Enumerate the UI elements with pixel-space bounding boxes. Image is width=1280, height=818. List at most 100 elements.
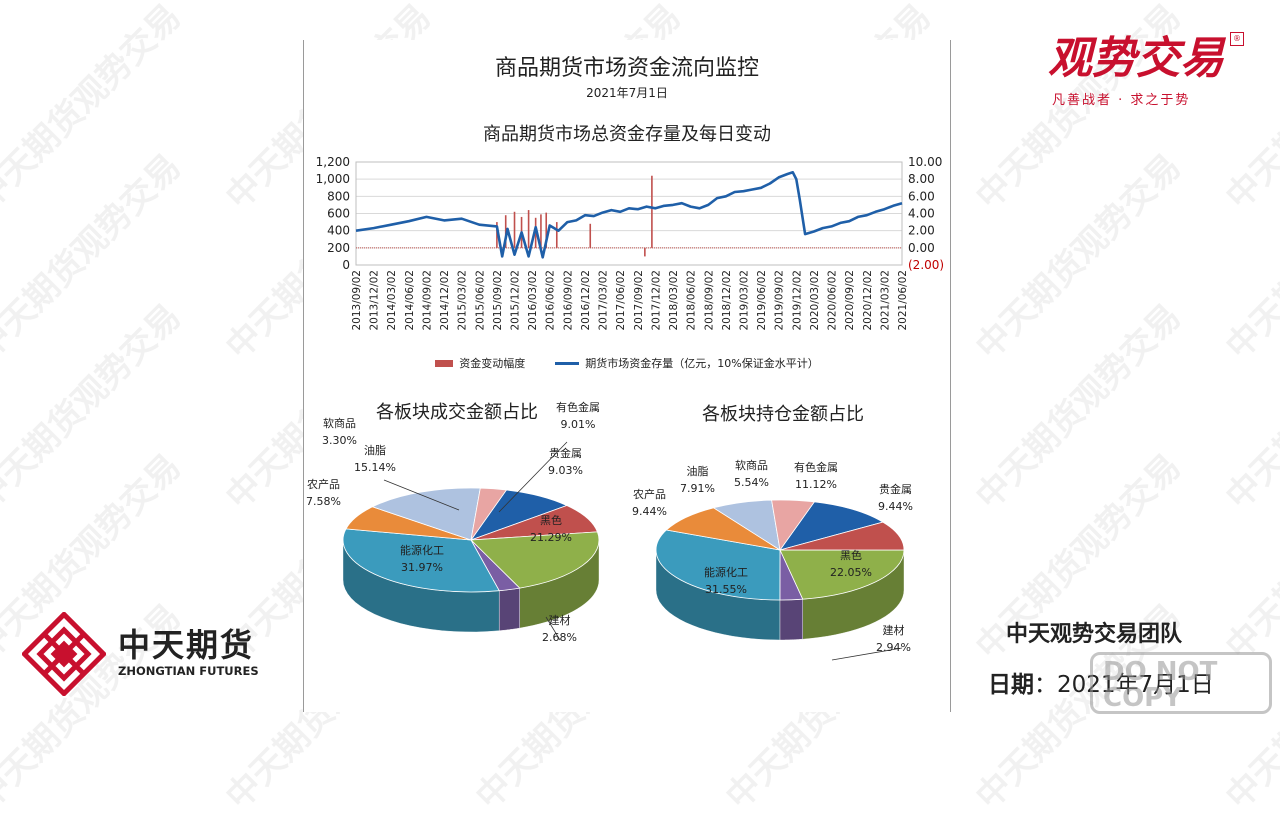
pie1-label-6: 油脂 15.14%: [354, 444, 396, 474]
x-tick-label: 2016/12/02: [580, 270, 592, 331]
x-tick-label: 2019/03/02: [738, 270, 750, 331]
pie2-label-2: 黑色 22.05%: [830, 549, 872, 579]
pie1-slice-黑色: [470, 531, 600, 589]
pie2-label-5: 农产品 9.44%: [632, 488, 667, 518]
y-right-tick-label: 6.00: [908, 189, 935, 203]
y-left-tick-label: 600: [327, 207, 350, 221]
team-name: 中天观势交易团队: [1006, 622, 1183, 647]
x-tick-label: 2016/06/02: [545, 270, 557, 331]
pie1-slice-能源化工: [342, 528, 500, 593]
x-tick-label: 2021/03/02: [879, 270, 891, 331]
date-colon: ：: [1034, 672, 1057, 698]
guanshi-logo: 观势交易 ® 凡善战者 · 求之于势: [1040, 22, 1250, 112]
pie1-label-0: 有色金属 9.01%: [556, 401, 600, 431]
x-tick-label: 2020/12/02: [862, 270, 874, 331]
y-left-tick-label: 0: [342, 258, 350, 272]
pie1-label-1: 贵金属 9.03%: [548, 447, 583, 477]
y-right-tick-label: (2.00): [908, 258, 944, 272]
x-tick-label: 2018/09/02: [703, 270, 715, 331]
x-tick-label: 2017/12/02: [650, 270, 662, 331]
fund-stock-line: [355, 171, 903, 259]
pie2-label-0: 有色金属 11.12%: [794, 461, 838, 491]
x-tick-label: 2015/12/02: [510, 270, 522, 331]
date-line: 日期：2021年7月1日: [988, 665, 1214, 699]
watermark-text: 中天期货观势交易: [968, 296, 1189, 518]
y-right-tick-label: 8.00: [908, 172, 935, 186]
pie1-label-2: 黑色 21.29%: [530, 514, 572, 544]
x-tick-label: 2021/06/02: [897, 270, 909, 331]
legend-label-bar: 资金变动幅度: [459, 357, 526, 370]
x-tick-label: 2019/12/02: [791, 270, 803, 331]
watermark-text: 中天期货观势交易: [0, 296, 189, 518]
zhongtian-logo-cn: 中天期货: [118, 626, 255, 664]
pie1-label-4: 能源化工 31.97%: [400, 544, 444, 574]
watermark-text: 中天期货观势交易: [1218, 296, 1280, 518]
x-tick-label: 2017/03/02: [598, 270, 610, 331]
x-tick-label: 2014/12/02: [439, 270, 451, 331]
change-bar: [545, 212, 548, 248]
plot-frame: [355, 161, 903, 266]
change-bar: [527, 210, 530, 248]
line-chart-legend: 资金变动幅度 期货市场资金存量（亿元，10%保证金水平计）: [304, 355, 950, 371]
guanshi-logo-slogan: 凡善战者 · 求之于势: [1052, 93, 1191, 108]
zhongtian-logo: 中天期货 ZHONGTIAN FUTURES: [20, 610, 277, 700]
x-tick-label: 2020/09/02: [844, 270, 856, 331]
y-right-tick-label: 10.00: [908, 155, 942, 169]
pie2-label-4: 能源化工 31.55%: [704, 566, 748, 596]
x-tick-label: 2020/06/02: [827, 270, 839, 331]
x-tick-label: 2019/06/02: [756, 270, 768, 331]
y-left-tick-label: 800: [327, 189, 350, 203]
legend-label-line: 期货市场资金存量（亿元，10%保证金水平计）: [585, 357, 819, 370]
pie2-slice-黑色: [779, 549, 905, 600]
legend-swatch-line: [555, 361, 580, 365]
y-right-tick-label: 0.00: [908, 241, 935, 255]
change-bar: [589, 223, 592, 248]
x-tick-label: 2015/06/02: [474, 270, 486, 331]
pie1-title: 各板块成交金额占比: [376, 402, 538, 423]
date-value: 2021年7月1日: [1057, 672, 1214, 698]
x-tick-label: 2019/09/02: [774, 270, 786, 331]
do-not-copy-stamp: DO NOT COPY: [1090, 652, 1272, 714]
y-left-tick-label: 400: [327, 224, 350, 238]
watermark-text: 中天期货观势交易: [0, 146, 189, 368]
x-tick-label: 2017/09/02: [633, 270, 645, 331]
change-bar: [540, 214, 542, 248]
pie2-slice-软商品: [771, 499, 816, 552]
x-tick-label: 2016/03/02: [527, 270, 539, 331]
report-panel: 商品期货市场资金流向监控 2021年7月1日 商品期货市场总资金存量及每日变动 …: [303, 40, 951, 712]
pie2-label-6: 油脂 7.91%: [680, 465, 715, 495]
date-label: 日期: [988, 672, 1034, 698]
change-bar: [555, 222, 558, 248]
watermark-text: 中天期货观势交易: [0, 0, 189, 218]
report-title: 商品期货市场资金流向监控: [494, 56, 759, 81]
x-tick-label: 2020/03/02: [809, 270, 821, 331]
pie2-title: 各板块持仓金额占比: [702, 404, 864, 425]
x-tick-label: 2013/12/02: [369, 270, 381, 331]
x-tick-label: 2015/03/02: [457, 270, 469, 331]
pie1-leader-line: [498, 441, 568, 513]
watermark-text: 中天期货观势交易: [1218, 146, 1280, 368]
guanshi-logo-name: 观势交易: [1048, 33, 1224, 84]
change-bar: [513, 211, 516, 248]
seal-icon: ®: [1230, 32, 1244, 46]
report-date: 2021年7月1日: [586, 86, 668, 100]
y-right-tick-label: 4.00: [908, 207, 935, 221]
x-tick-label: 2014/09/02: [421, 270, 433, 331]
x-tick-label: 2017/06/02: [615, 270, 627, 331]
pie1-label-7: 软商品 3.30%: [322, 417, 357, 447]
x-tick-label: 2013/09/02: [351, 270, 363, 331]
x-tick-label: 2014/06/02: [404, 270, 416, 331]
line-chart: 0 200 400 600 800 1,000 1,200 (2.00) 0.00 2.00 4.0…: [316, 155, 944, 331]
y-right-tick-label: 2.00: [908, 224, 935, 238]
x-tick-label: 2018/12/02: [721, 270, 733, 331]
pie1-slice-side: [499, 587, 520, 631]
pie2-label-3: 建材 2.94%: [876, 624, 911, 654]
pie1-leader-line: [545, 616, 561, 641]
change-bar: [651, 175, 653, 248]
stamp-text: DO NOT COPY: [1103, 657, 1218, 713]
change-bar: [644, 247, 646, 257]
pie1-slice-软商品: [470, 487, 508, 541]
zhongtian-emblem-icon: [20, 610, 108, 698]
x-tick-label: 2015/09/02: [492, 270, 504, 331]
pie1-label-5: 农产品 7.58%: [306, 478, 341, 508]
